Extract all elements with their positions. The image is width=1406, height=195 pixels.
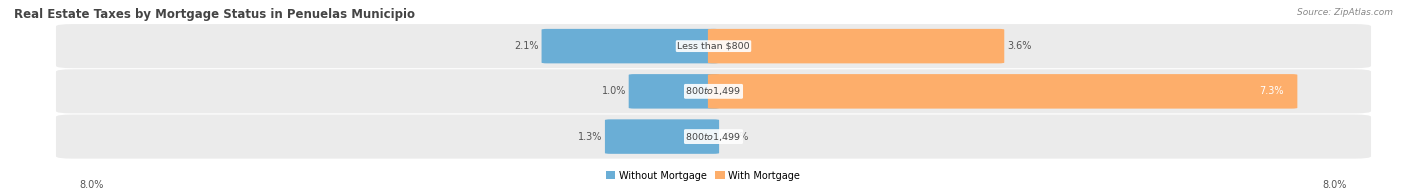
FancyBboxPatch shape [541, 29, 718, 63]
Text: 1.0%: 1.0% [602, 86, 626, 96]
Text: Source: ZipAtlas.com: Source: ZipAtlas.com [1298, 8, 1393, 17]
Text: 1.3%: 1.3% [578, 132, 602, 142]
FancyBboxPatch shape [56, 24, 1371, 68]
Text: 0.0%: 0.0% [724, 132, 749, 142]
Text: $800 to $1,499: $800 to $1,499 [685, 85, 741, 97]
Text: Less than $800: Less than $800 [678, 42, 749, 51]
Text: 3.6%: 3.6% [1007, 41, 1032, 51]
Text: Real Estate Taxes by Mortgage Status in Penuelas Municipio: Real Estate Taxes by Mortgage Status in … [14, 8, 415, 21]
Text: $800 to $1,499: $800 to $1,499 [685, 131, 741, 143]
FancyBboxPatch shape [605, 119, 718, 154]
FancyBboxPatch shape [707, 74, 1298, 109]
Text: 8.0%: 8.0% [80, 180, 104, 190]
Text: 8.0%: 8.0% [1323, 180, 1347, 190]
FancyBboxPatch shape [707, 29, 1004, 63]
FancyBboxPatch shape [628, 74, 718, 109]
FancyBboxPatch shape [56, 69, 1371, 113]
Legend: Without Mortgage, With Mortgage: Without Mortgage, With Mortgage [602, 167, 804, 184]
Text: 2.1%: 2.1% [515, 41, 538, 51]
Text: 7.3%: 7.3% [1258, 86, 1284, 96]
FancyBboxPatch shape [56, 114, 1371, 159]
